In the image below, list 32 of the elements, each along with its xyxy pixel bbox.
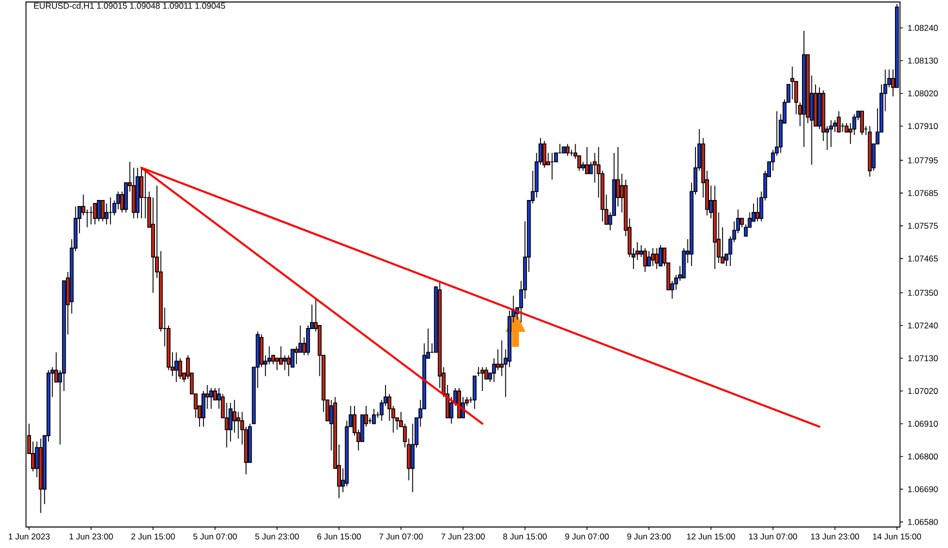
x-tick-label: 13 Jun 23:00 [811,534,860,540]
y-tick-label: 1.06910 [908,420,938,427]
y-tick-label: 1.06580 [908,518,938,525]
x-tick-label: 6 Jun 15:00 [317,534,361,540]
x-tick-label: 9 Jun 07:00 [565,534,609,540]
y-tick-label: 1.07795 [908,157,938,164]
x-tick-label: 5 Jun 23:00 [255,534,299,540]
x-tick-label: 1 Jun 2023 [8,534,50,540]
x-tick-label: 9 Jun 23:00 [627,534,671,540]
y-tick-label: 1.07130 [908,355,938,362]
x-tick-label: 13 Jun 07:00 [749,534,798,540]
x-tick-label: 14 Jun 15:00 [873,534,922,540]
x-tick-label: 12 Jun 15:00 [687,534,736,540]
x-tick-label: 8 Jun 15:00 [503,534,547,540]
y-tick-label: 1.07575 [908,222,938,229]
x-tick-label: 7 Jun 07:00 [379,534,423,540]
y-tick-label: 1.07350 [908,290,938,296]
x-tick-label: 5 Jun 07:00 [193,534,237,540]
y-tick-label: 1.08240 [908,24,938,31]
y-tick-label: 1.07020 [908,388,938,394]
y-tick-label: 1.08020 [908,90,938,96]
x-tick-label: 7 Jun 23:00 [441,534,485,540]
y-tick-label: 1.07465 [908,256,938,262]
y-tick-label: 1.07685 [908,190,938,196]
y-tick-label: 1.08130 [908,58,938,64]
y-tick-label: 1.07240 [908,322,938,329]
x-tick-label: 2 Jun 15:00 [131,534,175,540]
y-tick-label: 1.06690 [908,486,938,492]
y-tick-label: 1.07910 [908,123,938,130]
x-tick-label: 1 Jun 23:00 [70,534,113,540]
chart-title: EURUSD-cd,H1 1.09015 1.09048 1.09011 1.09045 [34,2,226,10]
y-tick-label: 1.06800 [908,453,938,460]
